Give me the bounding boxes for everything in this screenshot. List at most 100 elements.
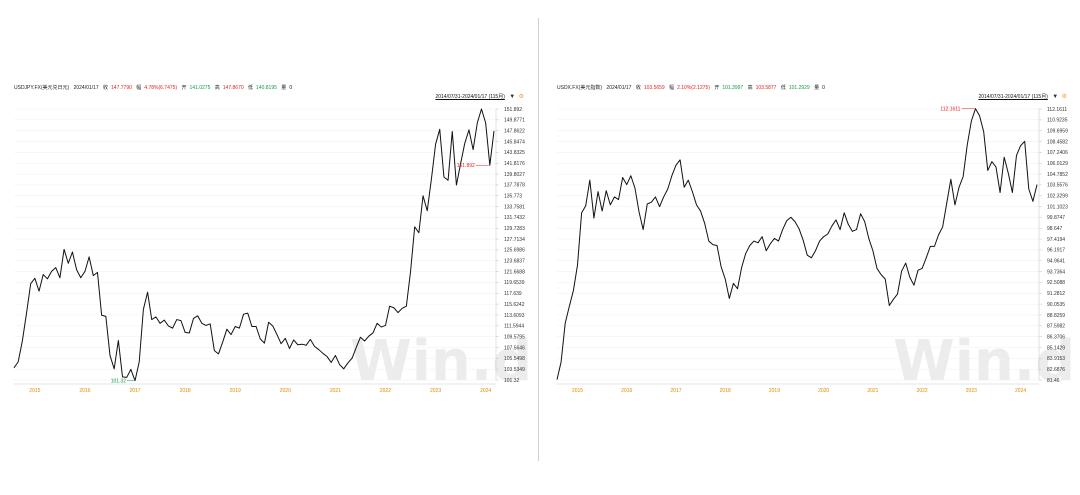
volume-value: 0 — [822, 85, 825, 91]
y-tick-label: 92.5088 — [1047, 280, 1065, 286]
x-tick-label: 2022 — [917, 388, 928, 394]
y-tick-label: 103.5576 — [1047, 183, 1068, 189]
quote-date: 2024/01/17 — [606, 85, 632, 91]
open-label: 开 — [181, 85, 187, 91]
y-tick-label: 121.6688 — [504, 269, 525, 275]
y-tick-label: 108.4582 — [1047, 139, 1068, 145]
settings-icon[interactable]: ⚙ — [518, 94, 524, 100]
x-tick-label: 2021 — [867, 388, 878, 394]
x-tick-label: 2019 — [230, 388, 241, 394]
y-tick-label: 119.6539 — [504, 280, 525, 286]
y-tick-label: 151.892 — [504, 107, 522, 113]
y-tick-label: 99.8747 — [1047, 215, 1065, 221]
low-label: 低 — [248, 85, 254, 91]
y-tick-label: 131.7432 — [504, 215, 525, 221]
min-value-label: 101.32 — [111, 378, 127, 384]
watermark-text: Win.d — [350, 329, 532, 394]
high-label: 高 — [747, 85, 753, 91]
settings-icon[interactable]: ⚙ — [1061, 94, 1067, 100]
volume-label: 量 — [281, 85, 287, 91]
x-tick-label: 2018 — [180, 388, 191, 394]
y-tick-label: 97.4194 — [1047, 237, 1065, 243]
close-value: 103.5659 — [643, 85, 665, 91]
y-tick-label: 91.2812 — [1047, 291, 1065, 297]
y-tick-label: 102.3299 — [1047, 194, 1068, 200]
y-tick-label: 112.1611 — [1047, 107, 1067, 113]
chevron-down-icon[interactable]: ▼ — [1052, 94, 1059, 100]
y-tick-label: 98.647 — [1047, 226, 1063, 232]
x-tick-label: 2019 — [769, 388, 780, 394]
high-value: 103.5877 — [755, 85, 777, 91]
low-value: 140.8195 — [256, 85, 277, 91]
y-tick-label: 135.773 — [504, 194, 522, 200]
date-range-control[interactable]: 2014/07/31-2024/01/17 (115月) ▼ ⚙ — [978, 93, 1067, 101]
y-tick-label: 85.1429 — [1047, 345, 1065, 351]
x-tick-label: 2015 — [572, 388, 583, 394]
y-tick-label: 149.8771 — [504, 118, 525, 124]
change-label: 幅 — [136, 85, 142, 91]
y-tick-label: 113.6093 — [504, 313, 525, 319]
x-tick-label: 2023 — [430, 388, 441, 394]
low-value: 101.2929 — [788, 85, 810, 91]
y-tick-label: 107.2406 — [1047, 150, 1068, 156]
series-line — [13, 108, 495, 382]
instrument-name: USDJPY.FX(美元兑日元) — [14, 85, 70, 91]
x-tick-label: 2017 — [670, 388, 681, 394]
date-range-label[interactable]: 2014/07/31-2024/01/17 (115月) — [978, 94, 1048, 100]
chevron-down-icon[interactable]: ▼ — [509, 94, 516, 100]
y-tick-label: 82.6876 — [1047, 367, 1065, 373]
y-tick-label: 111.5944 — [504, 324, 524, 330]
max-value-label: 112.1611 — [940, 106, 960, 112]
y-tick-label: 141.8176 — [504, 161, 525, 167]
date-range-label[interactable]: 2014/07/31-2024/01/17 (115月) — [435, 94, 505, 100]
usdjpy-line-chart: Win.d 151.892 149.8771 147.8622 145.8474 143… — [13, 107, 532, 394]
x-tick-label: 2018 — [720, 388, 731, 394]
y-tick-label: 123.6837 — [504, 259, 525, 265]
y-tick-label: 133.7581 — [504, 204, 525, 210]
y-tick-label: 107.5646 — [504, 345, 525, 351]
quote-date: 2024/01/17 — [73, 85, 99, 91]
y-tick-label: 88.8259 — [1047, 313, 1065, 319]
y-tick-label: 93.7364 — [1047, 269, 1065, 275]
open-value: 101.3997 — [722, 85, 744, 91]
volume-value: 0 — [289, 85, 293, 91]
y-tick-label: 139.8027 — [504, 172, 525, 178]
x-tick-label: 2016 — [621, 388, 632, 394]
y-tick-label: 101.32 — [504, 378, 520, 384]
y-tick-label: 104.7852 — [1047, 172, 1068, 178]
y-tick-label: 105.5498 — [504, 356, 525, 362]
panel-divider — [538, 18, 539, 461]
usdx-line-chart: Win.d 112.1611 110.9235 109.6959 108.4582 10… — [556, 106, 1075, 394]
y-tick-label: 145.8474 — [504, 139, 525, 145]
y-tick-label: 147.8622 — [504, 128, 525, 134]
x-tick-label: 2022 — [380, 388, 391, 394]
x-tick-label: 2016 — [79, 388, 90, 394]
x-tick-label: 2015 — [29, 388, 40, 394]
y-tick-label: 81.46 — [1047, 378, 1060, 384]
series-line — [556, 108, 1038, 380]
y-tick-label: 87.5982 — [1047, 324, 1065, 330]
high-value: 147.8670 — [222, 85, 244, 91]
change-value: 4.78%(6.7475) — [144, 85, 178, 91]
y-tick-label: 127.7134 — [504, 237, 525, 243]
y-tick-label: 115.6242 — [504, 302, 525, 308]
date-range-control[interactable]: 2014/07/31-2024/01/17 (115月) ▼ ⚙ — [435, 93, 524, 101]
y-tick-label: 129.7283 — [504, 226, 525, 232]
x-tick-label: 2021 — [330, 388, 341, 394]
open-label: 开 — [714, 85, 720, 91]
open-value: 141.0275 — [189, 85, 211, 91]
x-tick-label: 2020 — [818, 388, 829, 394]
x-tick-label: 2017 — [129, 388, 140, 394]
low-label: 低 — [780, 85, 786, 91]
y-tick-label: 110.9235 — [1047, 118, 1068, 124]
y-tick-label: 143.8325 — [504, 150, 525, 156]
y-tick-label: 106.0129 — [1047, 161, 1068, 167]
y-tick-label: 117.639 — [504, 291, 522, 297]
max-value-label: 151.892 — [457, 163, 475, 169]
y-tick-label: 125.6986 — [504, 248, 525, 254]
y-tick-label: 101.1023 — [1047, 204, 1068, 210]
y-tick-label: 137.7878 — [504, 183, 525, 189]
x-tick-label: 2020 — [280, 388, 291, 394]
